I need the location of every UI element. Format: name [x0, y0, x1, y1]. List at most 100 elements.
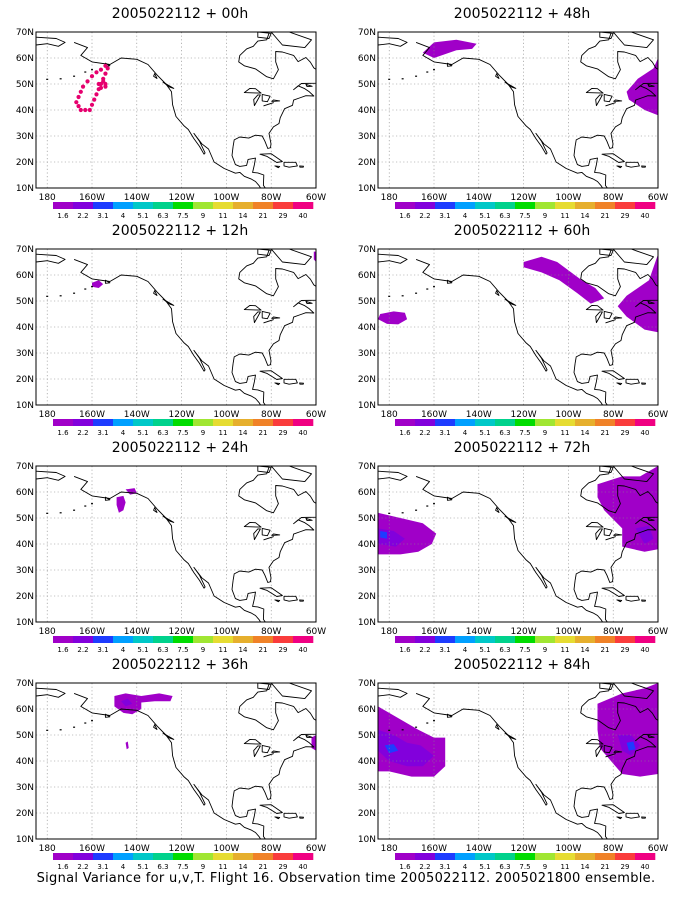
lat-tick-label: 10N: [358, 835, 376, 845]
lat-tick-label: 30N: [16, 349, 34, 359]
lat-tick-label: 60N: [16, 488, 34, 498]
colorbar-label: 2.2: [77, 863, 88, 871]
lat-tick-label: 50N: [358, 731, 376, 741]
coastline-central-america: [573, 146, 608, 188]
colorbar-swatch: [53, 853, 74, 860]
coastline-siberia: [36, 687, 66, 698]
island: [495, 73, 500, 79]
colorbar-swatch: [193, 636, 214, 643]
coastline-west: [73, 692, 262, 839]
lon-tick-label: 60W: [306, 627, 326, 637]
lon-tick-label: 80W: [603, 627, 623, 637]
colorbar-label: 4: [121, 212, 126, 220]
colorbar-swatch: [395, 202, 416, 209]
colorbar-label: 21: [259, 646, 268, 654]
island: [660, 731, 675, 744]
lon-tick-label: 100W: [555, 410, 581, 420]
colorbar-swatch: [113, 419, 134, 426]
island: [612, 466, 654, 483]
variance-shading: [635, 525, 654, 544]
colorbar-swatch: [515, 202, 536, 209]
colorbar-label: 29: [621, 212, 630, 220]
island: [257, 32, 272, 39]
lon-tick-label: 160W: [79, 193, 105, 203]
map-plot: 70N 60N 50N 40N 30N 20N 10N 180 160W 140W 120W 100W…: [358, 245, 668, 420]
colorbar-label: 4: [463, 429, 468, 437]
colorbar-swatch: [575, 202, 596, 209]
coastline-west: [415, 41, 604, 188]
colorbar-label: 2.2: [419, 212, 430, 220]
colorbar-label: 4: [121, 429, 126, 437]
coastline-east: [232, 33, 316, 149]
island: [601, 804, 625, 814]
island: [446, 713, 453, 718]
colorbar-swatch: [113, 636, 134, 643]
island: [299, 382, 304, 385]
island: [660, 514, 675, 527]
lon-tick-label: 180: [39, 627, 56, 637]
lake: [253, 745, 261, 758]
colorbar-label: 6.3: [157, 429, 168, 437]
colorbar-swatch: [495, 853, 516, 860]
map-plot: 70N 60N 50N 40N 30N 20N 10N 180 160W 140W 120W 100W…: [16, 679, 326, 854]
colorbar-swatch: [253, 419, 274, 426]
lat-tick-label: 60N: [358, 54, 376, 64]
lon-tick-label: 180: [381, 410, 398, 420]
island: [259, 153, 283, 163]
lake: [243, 738, 262, 745]
colorbar-label: 7.5: [519, 212, 530, 220]
island: [153, 507, 158, 513]
island: [46, 512, 49, 514]
variance-shading: [422, 39, 477, 58]
colorbar-swatch: [193, 202, 214, 209]
colorbar-swatch: [213, 202, 234, 209]
variance-shading: [384, 744, 399, 754]
lat-tick-label: 70N: [358, 462, 376, 472]
lon-tick-label: 60W: [648, 410, 668, 420]
colorbar-swatch: [93, 419, 114, 426]
coastline-central-america: [573, 797, 608, 839]
colorbar-swatch: [213, 419, 234, 426]
lon-tick-label: 80W: [603, 193, 623, 203]
lake: [605, 536, 616, 541]
observation-marker: [80, 84, 86, 89]
panel-title: 2005022112 + 60h: [453, 223, 591, 239]
island: [270, 249, 312, 266]
colorbar-swatch: [53, 419, 74, 426]
map-frame: [377, 682, 659, 840]
variance-shading: [125, 488, 137, 495]
lake: [603, 310, 613, 320]
island: [153, 73, 158, 79]
lat-tick-label: 60N: [358, 705, 376, 715]
colorbar-swatch: [173, 419, 194, 426]
lon-tick-label: 160W: [421, 193, 447, 203]
island: [153, 290, 158, 296]
coastline-west: [73, 258, 262, 405]
lon-tick-label: 60W: [648, 627, 668, 637]
lake: [263, 753, 274, 758]
variance-shading: [92, 280, 104, 288]
colorbar-label: 5.1: [479, 212, 490, 220]
island: [426, 722, 429, 724]
colorbar-label: 4: [463, 646, 468, 654]
island: [305, 734, 313, 739]
map-panel-24h: 2005022112 + 24h 70N 60N 50N 40N 30N 20N 10N 18…: [16, 440, 340, 654]
lon-tick-label: 140W: [124, 844, 150, 854]
colorbar-swatch: [173, 202, 194, 209]
island: [305, 517, 313, 522]
lat-tick-label: 20N: [358, 158, 376, 168]
lon-tick-label: 60W: [306, 410, 326, 420]
coastline-west: [73, 475, 262, 622]
map-panel-84h: 2005022112 + 84h 70N 60N 50N 40N 30N 20N 10N 18…: [358, 657, 682, 871]
island: [601, 153, 625, 163]
variance-shading: [313, 251, 316, 262]
island: [153, 724, 158, 730]
island: [601, 370, 625, 380]
lake: [613, 750, 623, 753]
island: [259, 587, 283, 597]
lon-tick-label: 160W: [79, 627, 105, 637]
lake: [605, 102, 616, 107]
lat-tick-label: 60N: [16, 705, 34, 715]
island: [388, 729, 391, 731]
map-panel-36h: 2005022112 + 36h 70N 60N 50N 40N 30N 20N 10N 18…: [16, 657, 340, 871]
